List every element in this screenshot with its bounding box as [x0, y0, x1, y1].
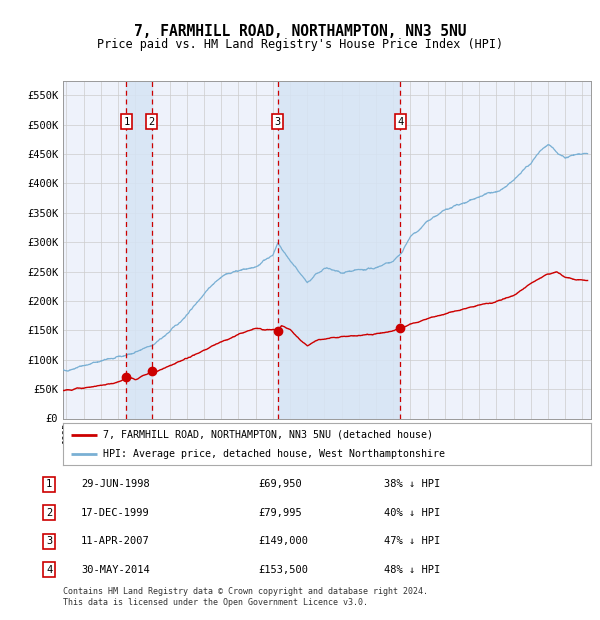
Text: 3: 3: [46, 536, 52, 546]
Text: HPI: Average price, detached house, West Northamptonshire: HPI: Average price, detached house, West…: [103, 450, 445, 459]
Text: Contains HM Land Registry data © Crown copyright and database right 2024.
This d: Contains HM Land Registry data © Crown c…: [63, 587, 428, 606]
Text: 48% ↓ HPI: 48% ↓ HPI: [384, 565, 440, 575]
Text: 30-MAY-2014: 30-MAY-2014: [81, 565, 150, 575]
Text: 29-JUN-1998: 29-JUN-1998: [81, 479, 150, 489]
Text: £149,000: £149,000: [258, 536, 308, 546]
Text: 40% ↓ HPI: 40% ↓ HPI: [384, 508, 440, 518]
Text: 47% ↓ HPI: 47% ↓ HPI: [384, 536, 440, 546]
Bar: [127, 81, 152, 419]
Text: 1: 1: [124, 117, 130, 126]
Text: Price paid vs. HM Land Registry's House Price Index (HPI): Price paid vs. HM Land Registry's House …: [97, 38, 503, 51]
Text: 7, FARMHILL ROAD, NORTHAMPTON, NN3 5NU (detached house): 7, FARMHILL ROAD, NORTHAMPTON, NN3 5NU (…: [103, 430, 433, 440]
Text: 7, FARMHILL ROAD, NORTHAMPTON, NN3 5NU: 7, FARMHILL ROAD, NORTHAMPTON, NN3 5NU: [134, 24, 466, 38]
Text: 4: 4: [46, 565, 52, 575]
Text: £69,950: £69,950: [258, 479, 302, 489]
Text: 17-DEC-1999: 17-DEC-1999: [81, 508, 150, 518]
Text: £79,995: £79,995: [258, 508, 302, 518]
Text: 2: 2: [46, 508, 52, 518]
Bar: [278, 81, 400, 419]
Text: £153,500: £153,500: [258, 565, 308, 575]
Text: 1: 1: [46, 479, 52, 489]
Text: 4: 4: [397, 117, 403, 126]
Text: 11-APR-2007: 11-APR-2007: [81, 536, 150, 546]
Text: 2: 2: [149, 117, 155, 126]
Text: 3: 3: [275, 117, 281, 126]
Text: 38% ↓ HPI: 38% ↓ HPI: [384, 479, 440, 489]
